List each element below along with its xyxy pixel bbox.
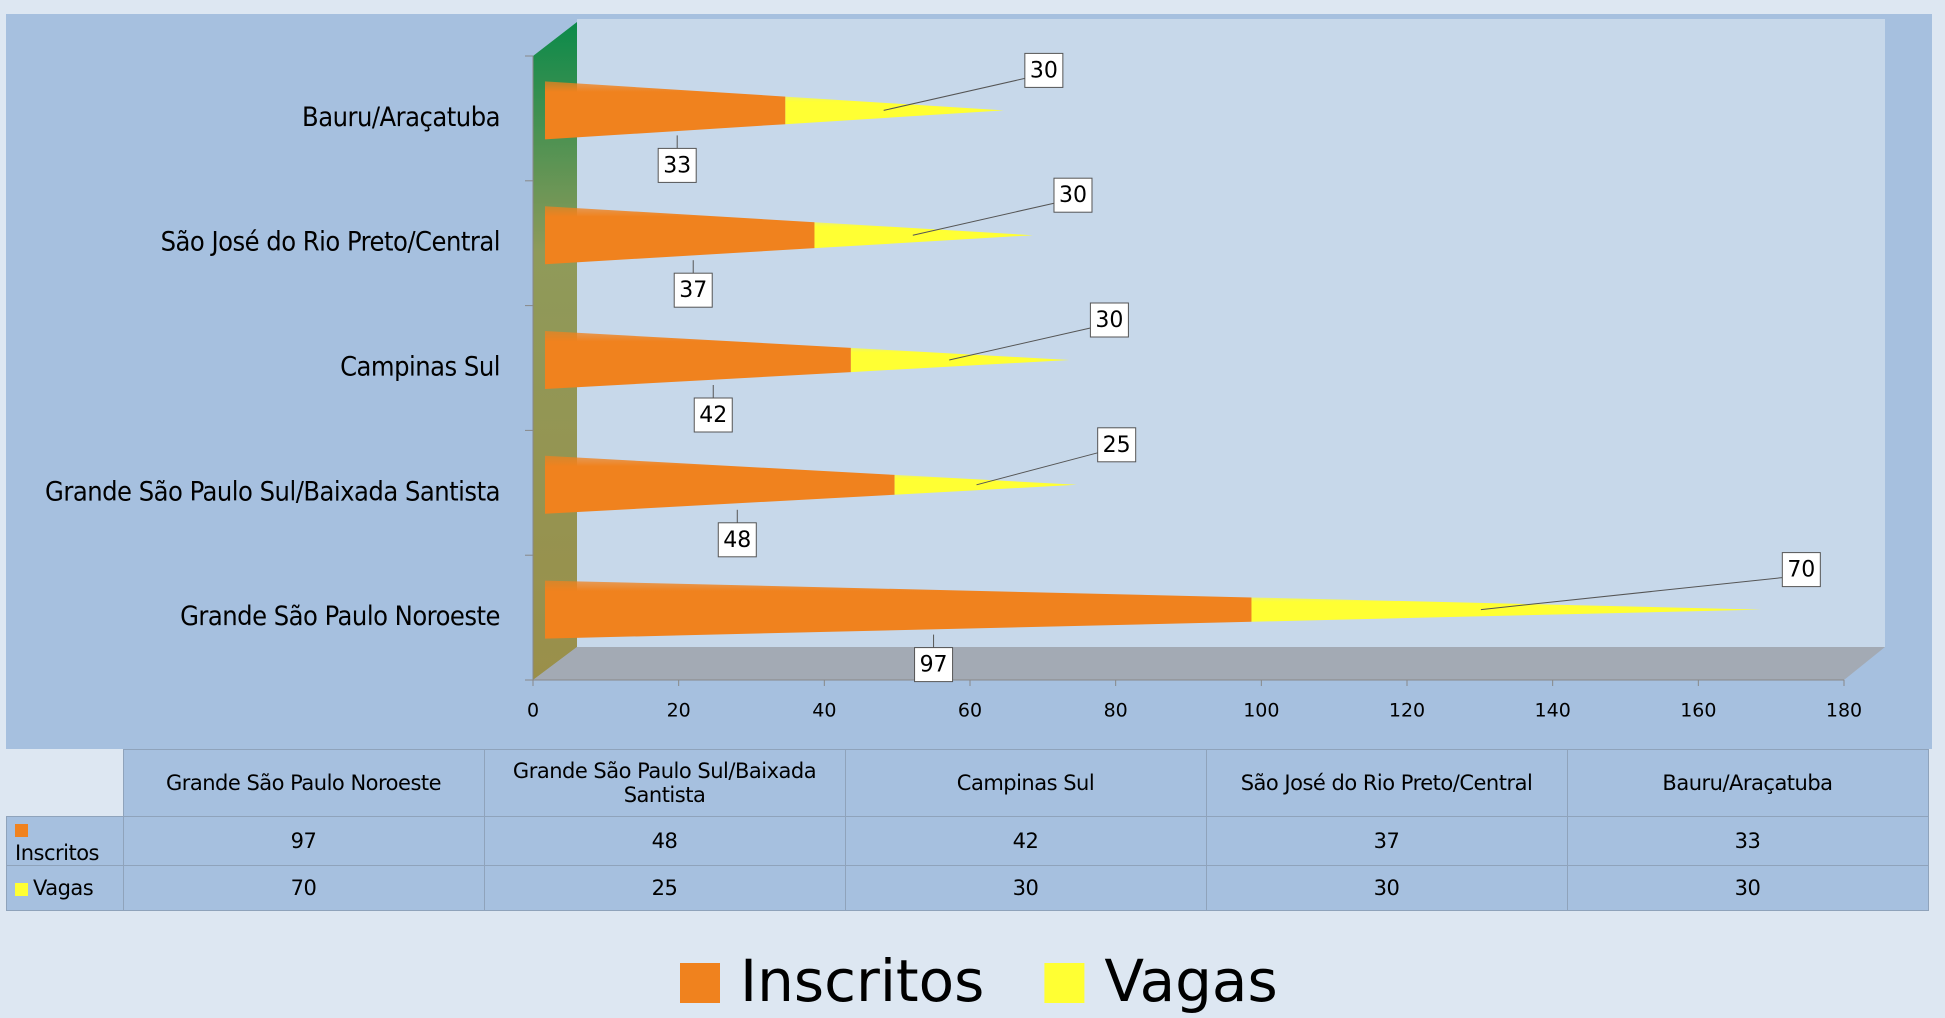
table-cell: 30 [844,865,1207,911]
table-series-name: Inscritos [15,841,99,865]
category-label: Grande São Paulo Noroeste [180,601,500,632]
label-leader [949,327,1091,361]
table-header: Grande São Paulo Sul/Baixada Santista [483,749,846,817]
table-row-label: Vagas [6,865,124,911]
table-header: Campinas Sul [844,749,1207,817]
table-row: Vagas 70 25 30 30 30 [6,865,1929,911]
bar [1251,597,1762,622]
data-label-box [693,397,733,433]
data-label: 48 [723,528,751,553]
data-label: 30 [1095,308,1123,333]
table-cell: 42 [844,816,1207,866]
bar [814,222,1033,249]
table-header-row: Grande São Paulo Noroeste Grande São Paul… [7,749,1929,817]
data-label: 42 [699,403,727,428]
x-tick-label: 100 [1243,700,1279,722]
table-series-name: Vagas [33,876,94,900]
label-leader [976,452,1098,486]
x-tick-label: 80 [1104,700,1128,722]
category-label: São José do Rio Preto/Central [161,227,500,258]
data-label: 70 [1787,558,1815,583]
back-wall [577,19,1885,647]
data-label-box [1097,427,1137,463]
table-cell: 37 [1205,816,1568,866]
table-cell: 25 [483,865,846,911]
x-tick-label: 180 [1826,700,1862,722]
x-tick-label: 140 [1535,700,1571,722]
table-cell: 70 [122,865,485,911]
legend-swatch [1044,963,1085,1003]
table-cell: 97 [122,816,485,866]
table-header: Bauru/Araçatuba [1566,749,1929,817]
bar [545,580,1252,639]
bar [545,81,786,140]
floor [533,647,1885,680]
bar [894,474,1077,495]
category-label: Bauru/Araçatuba [302,102,500,133]
bar [545,331,851,389]
data-label-box [1781,552,1821,588]
x-tick-label: 0 [527,700,539,722]
x-tick-label: 120 [1389,700,1425,722]
table-cell: 48 [483,816,846,866]
legend-label: Inscritos [740,947,984,1015]
data-label-box [673,272,713,308]
data-label-box [914,647,954,683]
bar [785,96,1004,125]
data-label-box [1089,302,1129,338]
bar [850,347,1070,373]
category-label: Campinas Sul [340,352,500,383]
data-label: 25 [1103,433,1131,458]
legend-swatch [680,963,720,1003]
data-label-box [657,147,697,183]
data-label: 97 [920,653,948,678]
table-row: Inscritos 97 48 42 37 33 [6,816,1929,866]
legend-label: Vagas [1104,947,1277,1015]
table-cell: 30 [1205,865,1568,911]
x-tick-label: 40 [812,700,836,722]
table-cell: 30 [1566,865,1929,911]
data-label: 37 [679,278,707,303]
data-label-box [717,522,757,558]
data-table: Grande São Paulo Noroeste Grande São Paul… [6,749,1929,911]
table-swatch [15,883,28,896]
category-label: Grande São Paulo Sul/Baixada Santista [45,476,500,507]
data-label: 30 [1030,58,1058,83]
label-leader [912,202,1055,236]
table-header: São José do Rio Preto/Central [1205,749,1568,817]
table-header: Grande São Paulo Noroeste [122,749,485,817]
data-label-box [1053,177,1093,213]
x-tick-label: 160 [1680,700,1716,722]
data-label-box [1024,52,1064,88]
table-corner [7,750,124,817]
bar [545,206,815,265]
table-cell: 33 [1566,816,1929,866]
label-leader [1480,577,1783,611]
x-tick-label: 60 [958,700,982,722]
label-leader [883,77,1025,111]
bar [545,455,895,514]
data-label: 33 [663,153,691,178]
table-row-label: Inscritos [6,816,124,866]
data-label: 30 [1059,183,1087,208]
table-swatch [15,824,28,837]
x-tick-label: 20 [667,700,691,722]
